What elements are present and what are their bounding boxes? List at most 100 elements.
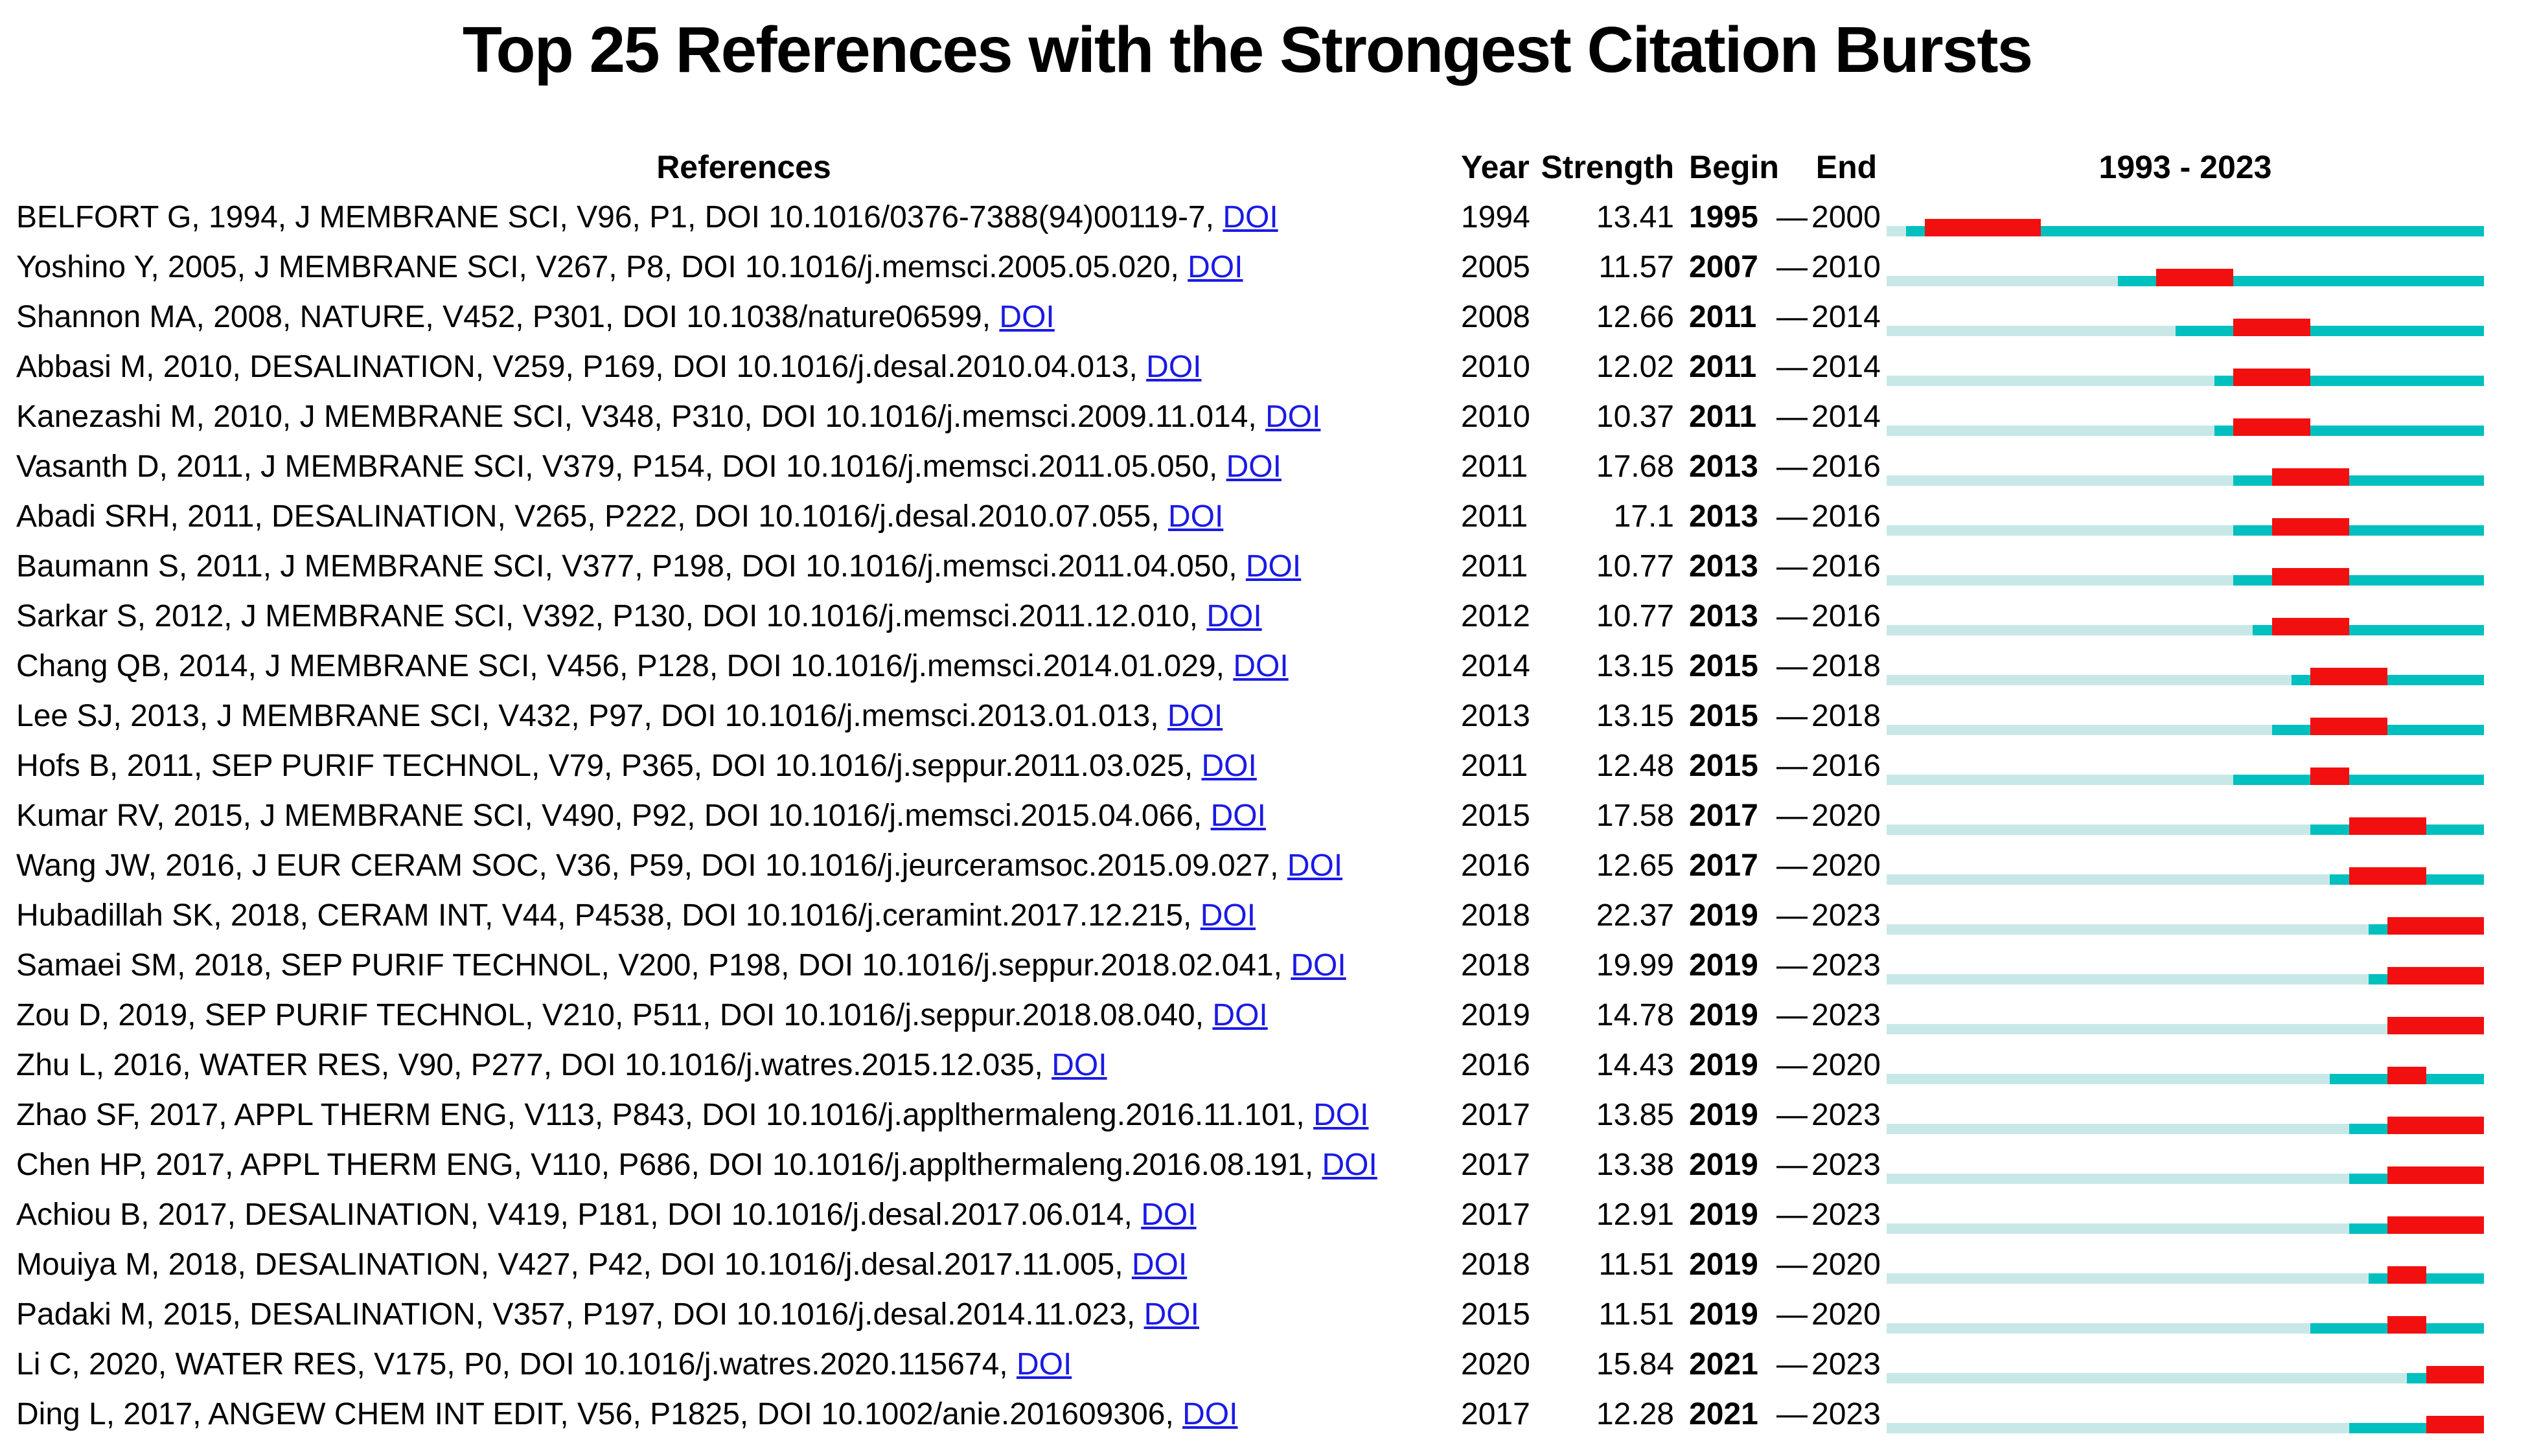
reference-row: Kanezashi M, 2010, J MEMBRANE SCI, V348,… [0, 392, 2528, 442]
range-dash: — [1776, 699, 1808, 733]
year-cell: 2011 [1461, 549, 1528, 584]
reference-cell: Achiou B, 2017, DESALINATION, V419, P181… [16, 1190, 1197, 1240]
reference-citation-text: Abbasi M, 2010, DESALINATION, V259, P169… [16, 350, 1138, 384]
reference-row: Hubadillah SK, 2018, CERAM INT, V44, P45… [0, 891, 2528, 940]
post-burst-segment [2349, 625, 2484, 635]
begin-cell: 2019 [1689, 1148, 1758, 1182]
strength-cell: 14.43 [1596, 1048, 1674, 1082]
pre-burst-segment [2368, 924, 2388, 935]
range-dash: — [1776, 749, 1808, 783]
reference-cell: Chen HP, 2017, APPL THERM ENG, V110, P68… [16, 1140, 1377, 1190]
begin-cell: 2015 [1689, 749, 1758, 783]
reference-citation-text: Samaei SM, 2018, SEP PURIF TECHNOL, V200… [16, 948, 1283, 983]
range-dash: — [1776, 250, 1808, 284]
pre-publication-segment [1887, 575, 2234, 586]
doi-link[interactable]: DOI [1287, 848, 1343, 883]
reference-cell: Vasanth D, 2011, J MEMBRANE SCI, V379, P… [16, 442, 1281, 492]
begin-cell: 2011 [1689, 350, 1757, 384]
strength-cell: 13.15 [1596, 649, 1674, 683]
reference-row: Padaki M, 2015, DESALINATION, V357, P197… [0, 1290, 2528, 1339]
doi-link[interactable]: DOI [1188, 250, 1243, 284]
strength-cell: 12.65 [1596, 848, 1674, 883]
pre-publication-segment [1887, 1074, 2330, 1084]
doi-link[interactable]: DOI [1182, 1397, 1238, 1431]
doi-link[interactable]: DOI [999, 300, 1055, 334]
doi-link[interactable]: DOI [1265, 400, 1321, 434]
strength-cell: 11.51 [1598, 1297, 1674, 1332]
end-cell: 2023 [1811, 948, 1881, 983]
begin-cell: 2019 [1689, 898, 1758, 933]
pre-burst-segment [2310, 1323, 2388, 1334]
range-dash: — [1776, 449, 1808, 484]
pre-publication-segment [1887, 775, 2234, 785]
reference-row: Vasanth D, 2011, J MEMBRANE SCI, V379, P… [0, 442, 2528, 492]
range-dash: — [1776, 998, 1808, 1032]
pre-publication-segment [1887, 825, 2311, 835]
reference-row: Zhu L, 2016, WATER RES, V90, P277, DOI 1… [0, 1040, 2528, 1090]
pre-publication-segment [1887, 1124, 2349, 1134]
column-header-references: References [656, 149, 831, 185]
doi-link[interactable]: DOI [1226, 449, 1281, 484]
begin-cell: 2011 [1689, 300, 1757, 334]
end-cell: 2016 [1811, 599, 1881, 633]
doi-link[interactable]: DOI [1322, 1148, 1377, 1182]
doi-link[interactable]: DOI [1146, 350, 1202, 384]
strength-cell: 22.37 [1596, 898, 1674, 933]
reference-citation-text: Sarkar S, 2012, J MEMBRANE SCI, V392, P1… [16, 599, 1198, 633]
doi-link[interactable]: DOI [1291, 948, 1346, 983]
reference-cell: Kanezashi M, 2010, J MEMBRANE SCI, V348,… [16, 392, 1320, 442]
doi-link[interactable]: DOI [1201, 749, 1257, 783]
pre-publication-segment [1887, 974, 2369, 984]
doi-link[interactable]: DOI [1245, 549, 1302, 584]
pre-burst-segment [2117, 276, 2157, 286]
burst-timeline-bar [1887, 1416, 2484, 1433]
burst-timeline-bar [1887, 1316, 2484, 1334]
burst-segment [2387, 967, 2484, 984]
end-cell: 2016 [1811, 749, 1881, 783]
reference-row: Ding L, 2017, ANGEW CHEM INT EDIT, V56, … [0, 1389, 2528, 1439]
doi-link[interactable]: DOI [1206, 599, 1262, 633]
doi-link[interactable]: DOI [1212, 998, 1268, 1032]
pre-publication-segment [1887, 276, 2118, 286]
chart-title: Top 25 References with the Strongest Cit… [462, 14, 2033, 86]
doi-link[interactable]: DOI [1167, 699, 1223, 733]
reference-row: Shannon MA, 2008, NATURE, V452, P301, DO… [0, 292, 2528, 342]
range-dash: — [1776, 300, 1808, 334]
pre-publication-segment [1887, 625, 2253, 635]
doi-link[interactable]: DOI [1200, 898, 1256, 933]
burst-timeline-bar [1887, 1166, 2484, 1184]
year-cell: 2012 [1461, 599, 1530, 633]
burst-segment [2387, 1216, 2484, 1234]
doi-link[interactable]: DOI [1141, 1198, 1197, 1232]
range-dash: — [1776, 799, 1808, 833]
doi-link[interactable]: DOI [1313, 1098, 1369, 1132]
pre-publication-segment [1887, 874, 2330, 885]
strength-cell: 13.41 [1596, 200, 1674, 234]
reference-citation-text: Li C, 2020, WATER RES, V175, P0, DOI 10.… [16, 1347, 1008, 1382]
reference-cell: Kumar RV, 2015, J MEMBRANE SCI, V490, P9… [16, 791, 1266, 841]
doi-link[interactable]: DOI [1167, 499, 1224, 534]
doi-link[interactable]: DOI [1051, 1048, 1107, 1082]
reference-citation-text: Achiou B, 2017, DESALINATION, V419, P181… [16, 1198, 1132, 1232]
end-cell: 2020 [1811, 1297, 1881, 1332]
doi-link[interactable]: DOI [1210, 799, 1266, 833]
doi-link[interactable]: DOI [1131, 1247, 1188, 1282]
reference-citation-text: Yoshino Y, 2005, J MEMBRANE SCI, V267, P… [16, 250, 1179, 284]
reference-citation-text: Hofs B, 2011, SEP PURIF TECHNOL, V79, P3… [16, 749, 1193, 783]
end-cell: 2016 [1811, 549, 1881, 584]
doi-link[interactable]: DOI [1223, 200, 1278, 234]
burst-segment [2310, 668, 2388, 685]
doi-link[interactable]: DOI [1016, 1347, 1072, 1382]
post-burst-segment [2349, 525, 2484, 536]
doi-link[interactable]: DOI [1233, 649, 1289, 683]
strength-cell: 17.58 [1596, 799, 1674, 833]
pre-burst-segment [2368, 1273, 2388, 1284]
begin-cell: 2019 [1689, 1048, 1758, 1082]
reference-cell: Abadi SRH, 2011, DESALINATION, V265, P22… [16, 492, 1223, 541]
burst-timeline-bar [1887, 269, 2484, 286]
year-cell: 2011 [1461, 749, 1528, 783]
doi-link[interactable]: DOI [1143, 1297, 1199, 1332]
range-dash: — [1776, 1148, 1808, 1182]
reference-cell: Zhu L, 2016, WATER RES, V90, P277, DOI 1… [16, 1040, 1107, 1090]
range-dash: — [1776, 1198, 1808, 1232]
